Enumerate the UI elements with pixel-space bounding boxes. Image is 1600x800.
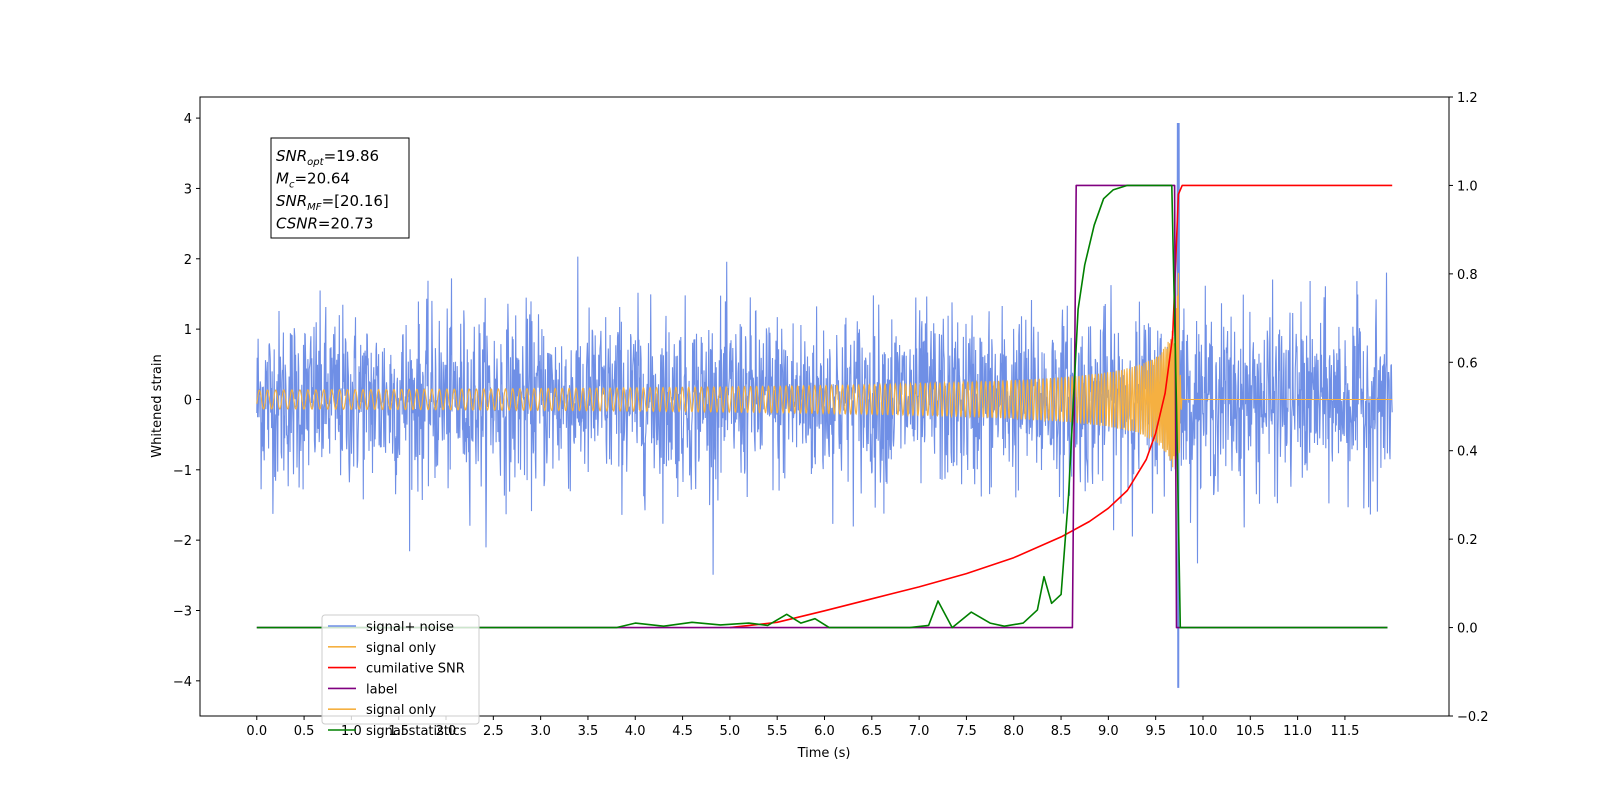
x-tick-label: 10.5 <box>1236 724 1265 739</box>
x-axis-label: Time (s) <box>797 746 851 761</box>
series-signal-statistics-line <box>256 184 1388 629</box>
legend-label: signal only <box>366 703 436 718</box>
x-tick-label: 8.0 <box>1003 724 1024 739</box>
annotation-frame <box>270 137 410 239</box>
series-layer <box>256 122 1393 688</box>
x-tick-label: 4.5 <box>672 724 693 739</box>
legend-label: cumilative SNR <box>366 662 465 677</box>
y-right-tick-label: 0.0 <box>1457 622 1478 637</box>
legend-label: label <box>366 682 397 697</box>
y-left-tick-label: 4 <box>184 112 192 127</box>
y-right-tick-label: 0.8 <box>1457 268 1478 283</box>
y-left-tick-label: −1 <box>173 464 192 479</box>
y-left-tick-label: −4 <box>173 675 192 690</box>
x-tick-label: 0.5 <box>294 724 315 739</box>
y-axis-left: −4 −3 −2 −1 0 1 2 3 4 <box>173 112 200 690</box>
x-tick-label: 5.0 <box>720 724 741 739</box>
x-tick-label: 7.5 <box>956 724 977 739</box>
y-left-tick-label: 1 <box>184 323 192 338</box>
x-tick-label: 1.0 <box>341 724 362 739</box>
y-right-tick-label: 1.2 <box>1457 91 1478 106</box>
y-right-tick-label: 0.6 <box>1457 356 1478 371</box>
annotation-line: CSNR=20.73 <box>276 215 373 233</box>
x-tick-label: 3.0 <box>530 724 551 739</box>
y-left-tick-label: −2 <box>173 534 192 549</box>
x-tick-label: 11.0 <box>1283 724 1312 739</box>
x-tick-label: 11.5 <box>1330 724 1359 739</box>
y-left-tick-label: −3 <box>173 604 192 619</box>
y-axis-label: Whitened strain <box>150 354 165 457</box>
series-cumilative-snr-line <box>729 184 1393 629</box>
x-tick-label: 3.5 <box>578 724 599 739</box>
plot-area <box>199 96 1450 717</box>
y-right-tick-label: 1.0 <box>1457 179 1478 194</box>
x-tick-label: 10.0 <box>1189 724 1218 739</box>
y-left-tick-label: 0 <box>184 393 192 408</box>
y-right-tick-label: 0.2 <box>1457 533 1478 548</box>
annotation-line: SNRopt=19.86 <box>276 147 379 168</box>
annotation-line: Mc=20.64 <box>276 170 350 191</box>
x-tick-label: 9.5 <box>1145 724 1166 739</box>
legend-label: signal only <box>366 641 436 656</box>
legend: signal+ noise signal only cumilative SNR la… <box>321 614 480 739</box>
y-left-tick-label: 2 <box>184 253 192 268</box>
x-tick-label: 6.5 <box>861 724 882 739</box>
x-axis: 0.0 0.5 1.0 1.5 2.0 2.5 3.0 3.5 4.0 4.5 5.0 5.5 6.0 6… <box>246 716 1359 739</box>
legend-label: signal statistics <box>366 724 467 739</box>
y-left-tick-label: 3 <box>184 182 192 197</box>
x-tick-label: 8.5 <box>1051 724 1072 739</box>
y-right-tick-label: −0.2 <box>1457 710 1489 725</box>
legend-frame <box>321 614 480 725</box>
x-tick-label: 2.0 <box>436 724 457 739</box>
y-axis-right: −0.2 0.0 0.2 0.4 0.6 0.8 1.0 1.2 <box>1449 91 1489 725</box>
x-tick-label: 1.5 <box>388 724 409 739</box>
x-tick-label: 7.0 <box>909 724 930 739</box>
x-tick-label: 2.5 <box>483 724 504 739</box>
x-tick-label: 9.0 <box>1098 724 1119 739</box>
x-tick-label: 6.0 <box>814 724 835 739</box>
legend-label: signal+ noise <box>366 620 454 635</box>
annotation-line: SNRMF=[20.16] <box>276 192 389 213</box>
x-tick-label: 0.0 <box>246 724 267 739</box>
series-signal-only-line <box>256 272 1393 487</box>
x-tick-label: 4.0 <box>625 724 646 739</box>
x-tick-label: 5.5 <box>767 724 788 739</box>
y-right-tick-label: 0.4 <box>1457 445 1478 460</box>
